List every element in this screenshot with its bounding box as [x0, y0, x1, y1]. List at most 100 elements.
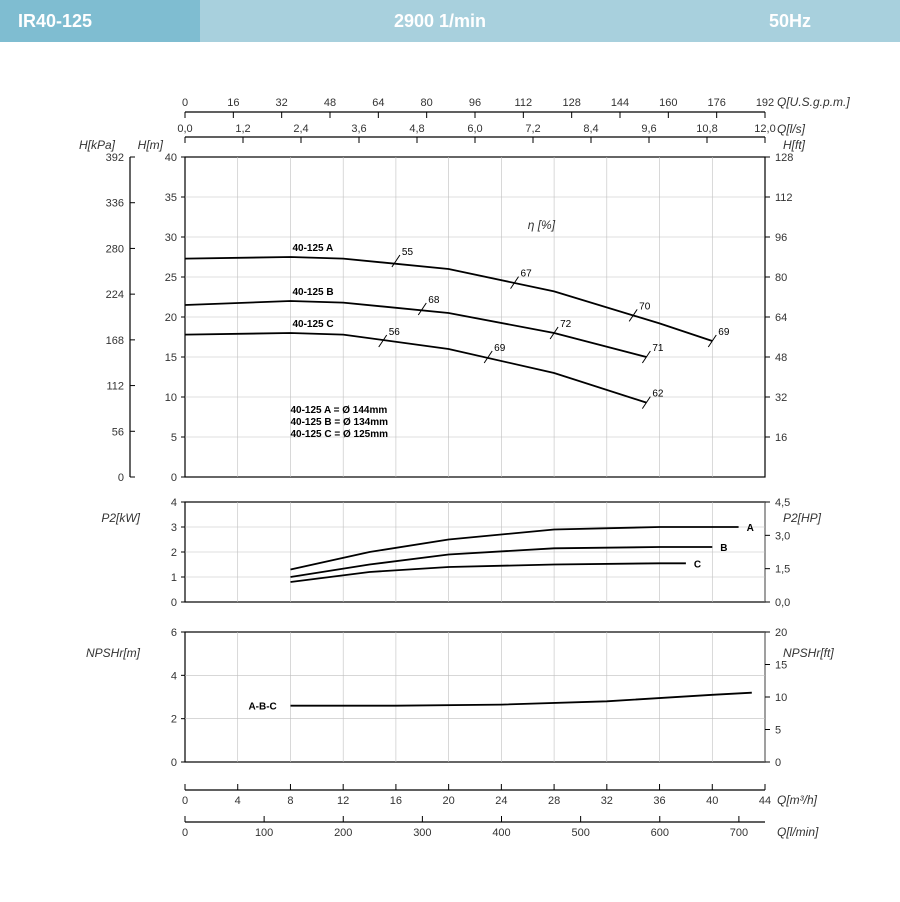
svg-text:0: 0	[182, 97, 188, 109]
svg-text:128: 128	[775, 152, 793, 164]
svg-text:20: 20	[165, 312, 177, 324]
svg-text:4,5: 4,5	[775, 497, 790, 509]
svg-text:NPSHr[m]: NPSHr[m]	[86, 646, 141, 660]
svg-text:67: 67	[521, 269, 533, 280]
svg-text:0: 0	[118, 472, 124, 484]
svg-text:16: 16	[227, 97, 239, 109]
svg-text:112: 112	[106, 381, 124, 393]
svg-text:5: 5	[775, 725, 781, 737]
svg-text:3,0: 3,0	[775, 530, 790, 542]
header-freq: 50Hz	[680, 0, 900, 42]
svg-text:69: 69	[718, 327, 730, 338]
svg-text:500: 500	[571, 827, 589, 839]
svg-text:3,6: 3,6	[351, 123, 366, 135]
svg-text:112: 112	[775, 192, 793, 204]
svg-text:12,0: 12,0	[754, 123, 775, 135]
svg-text:15: 15	[165, 352, 177, 364]
svg-text:1,5: 1,5	[775, 564, 790, 576]
svg-text:3: 3	[171, 522, 177, 534]
svg-text:69: 69	[494, 343, 506, 354]
svg-text:56: 56	[112, 426, 124, 438]
svg-text:4: 4	[171, 497, 177, 509]
svg-text:0: 0	[182, 795, 188, 807]
svg-text:H[ft]: H[ft]	[783, 138, 806, 152]
svg-text:H[kPa]: H[kPa]	[79, 138, 116, 152]
svg-text:6: 6	[171, 627, 177, 639]
svg-text:70: 70	[639, 301, 651, 312]
svg-text:144: 144	[611, 97, 629, 109]
svg-text:68: 68	[428, 295, 440, 306]
svg-text:96: 96	[469, 97, 481, 109]
svg-text:P2[HP]: P2[HP]	[783, 511, 822, 525]
svg-text:55: 55	[402, 247, 414, 258]
svg-text:0: 0	[182, 827, 188, 839]
svg-text:160: 160	[659, 97, 677, 109]
svg-text:4,8: 4,8	[409, 123, 424, 135]
svg-text:30: 30	[165, 232, 177, 244]
svg-text:12: 12	[337, 795, 349, 807]
svg-text:1: 1	[171, 572, 177, 584]
svg-text:112: 112	[515, 97, 533, 109]
svg-text:71: 71	[652, 343, 664, 354]
svg-text:A: A	[747, 523, 754, 534]
svg-text:20: 20	[775, 627, 787, 639]
svg-text:96: 96	[775, 232, 787, 244]
svg-text:9,6: 9,6	[641, 123, 656, 135]
svg-text:56: 56	[389, 327, 401, 338]
svg-text:35: 35	[165, 192, 177, 204]
svg-text:40-125 A = Ø 144mm: 40-125 A = Ø 144mm	[290, 405, 387, 416]
svg-text:H[m]: H[m]	[138, 138, 164, 152]
svg-text:64: 64	[775, 312, 787, 324]
svg-text:32: 32	[601, 795, 613, 807]
svg-text:2: 2	[171, 714, 177, 726]
header-speed: 2900 1/min	[200, 0, 680, 42]
svg-text:6,0: 6,0	[467, 123, 482, 135]
svg-text:2: 2	[171, 547, 177, 559]
svg-text:8: 8	[287, 795, 293, 807]
svg-text:44: 44	[759, 795, 771, 807]
svg-text:392: 392	[106, 152, 124, 164]
svg-text:300: 300	[413, 827, 431, 839]
svg-text:36: 36	[653, 795, 665, 807]
svg-text:NPSHr[ft]: NPSHr[ft]	[783, 646, 834, 660]
svg-text:128: 128	[562, 97, 580, 109]
svg-text:Q[U.S.g.p.m.]: Q[U.S.g.p.m.]	[777, 95, 850, 109]
svg-text:40: 40	[706, 795, 718, 807]
svg-text:40: 40	[165, 152, 177, 164]
svg-text:Q[l/s]: Q[l/s]	[777, 122, 806, 136]
svg-text:0,0: 0,0	[775, 597, 790, 609]
svg-text:80: 80	[421, 97, 433, 109]
svg-text:0: 0	[171, 757, 177, 769]
svg-text:C: C	[694, 559, 701, 570]
svg-text:224: 224	[106, 289, 124, 301]
svg-text:48: 48	[775, 352, 787, 364]
svg-text:16: 16	[390, 795, 402, 807]
svg-text:700: 700	[730, 827, 748, 839]
svg-text:100: 100	[255, 827, 273, 839]
svg-text:600: 600	[651, 827, 669, 839]
svg-text:168: 168	[106, 335, 124, 347]
svg-text:η [%]: η [%]	[528, 218, 556, 232]
svg-text:40-125 C = Ø 125mm: 40-125 C = Ø 125mm	[290, 429, 388, 440]
svg-text:B: B	[720, 543, 727, 554]
svg-text:10: 10	[165, 392, 177, 404]
svg-text:40-125 B: 40-125 B	[292, 287, 333, 298]
svg-text:0: 0	[775, 757, 781, 769]
svg-text:16: 16	[775, 432, 787, 444]
svg-text:10: 10	[775, 692, 787, 704]
chart-container: 0163248648096112128144160176192Q[U.S.g.p…	[0, 42, 900, 902]
pump-curves-svg: 0163248648096112128144160176192Q[U.S.g.p…	[40, 82, 860, 882]
svg-text:8,4: 8,4	[583, 123, 598, 135]
svg-text:Q[l/min]: Q[l/min]	[777, 825, 819, 839]
svg-text:A-B-C: A-B-C	[248, 702, 276, 713]
svg-text:20: 20	[443, 795, 455, 807]
svg-text:40-125 B = Ø 134mm: 40-125 B = Ø 134mm	[290, 417, 388, 428]
svg-text:400: 400	[492, 827, 510, 839]
svg-text:62: 62	[652, 389, 664, 400]
svg-text:32: 32	[775, 392, 787, 404]
svg-text:48: 48	[324, 97, 336, 109]
svg-text:0,0: 0,0	[177, 123, 192, 135]
svg-text:15: 15	[775, 660, 787, 672]
svg-text:28: 28	[548, 795, 560, 807]
svg-text:72: 72	[560, 319, 572, 330]
